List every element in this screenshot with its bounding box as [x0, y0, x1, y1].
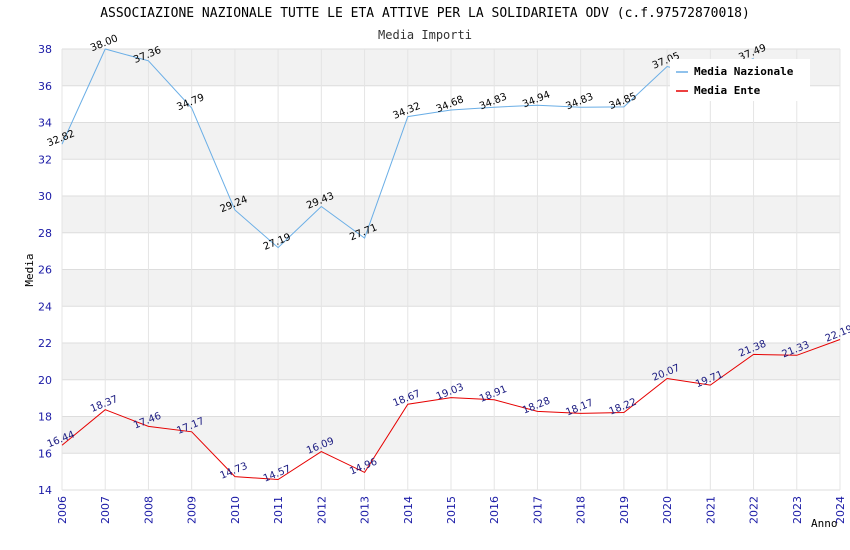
x-tick-label: 2017: [531, 496, 544, 524]
x-tick-label: 2012: [315, 496, 328, 524]
series-lines: [61, 48, 841, 481]
y-axis-ticks: 14 16 18 20 22 24 26 28 30 32 34 36 38: [38, 43, 52, 497]
x-tick-label: 2016: [488, 496, 501, 524]
legend-label-media-nazionale: Media Nazionale: [694, 65, 794, 78]
y-tick-label: 36: [38, 80, 52, 93]
y-tick-label: 20: [38, 374, 52, 387]
y-tick-label: 14: [38, 484, 52, 497]
x-tick-label: 2015: [445, 496, 458, 524]
y-tick-label: 32: [38, 153, 52, 166]
x-tick-label: 2023: [791, 496, 804, 524]
x-tick-label: 2022: [748, 496, 761, 524]
chart-title: ASSOCIAZIONE NAZIONALE TUTTE LE ETA ATTI…: [100, 6, 750, 21]
x-tick-label: 2020: [661, 496, 674, 524]
y-axis-label: Media: [23, 253, 36, 286]
x-tick-label: 2021: [704, 496, 717, 524]
y-tick-label: 16: [38, 447, 52, 460]
x-tick-label: 2010: [229, 496, 242, 524]
x-tick-label: 2019: [618, 496, 631, 524]
y-tick-label: 22: [38, 337, 52, 350]
x-tick-label: 2006: [56, 496, 69, 524]
x-tick-label: 2018: [575, 496, 588, 524]
legend-box: [670, 59, 810, 101]
x-axis-label: Anno: [811, 517, 838, 530]
series-line-media-nazionale: [61, 48, 754, 249]
chart-subtitle: Media Importi: [378, 28, 472, 42]
gridlines: [61, 48, 841, 491]
y-tick-label: 28: [38, 227, 52, 240]
y-tick-label: 18: [38, 411, 52, 424]
x-tick-label: 2009: [186, 496, 199, 524]
x-tick-label: 2008: [142, 496, 155, 524]
x-tick-label: 2014: [402, 496, 415, 524]
x-tick-label: 2007: [99, 496, 112, 524]
x-tick-label: 2013: [359, 496, 372, 524]
y-tick-label: 34: [38, 117, 52, 130]
x-axis-ticks: 2006 2007 2008 2009 2010 2011 2012 2013 2014 2015…: [56, 496, 847, 524]
x-tick-label: 2011: [272, 496, 285, 524]
y-tick-label: 26: [38, 264, 52, 277]
x-tick-label: 2024: [834, 496, 847, 524]
legend: Media Nazionale Media Ente: [670, 59, 810, 101]
series-line-media-ente: [61, 339, 841, 481]
y-tick-label: 24: [38, 300, 52, 313]
legend-label-media-ente: Media Ente: [694, 84, 761, 97]
y-tick-label: 38: [38, 43, 52, 56]
y-tick-label: 30: [38, 190, 52, 203]
